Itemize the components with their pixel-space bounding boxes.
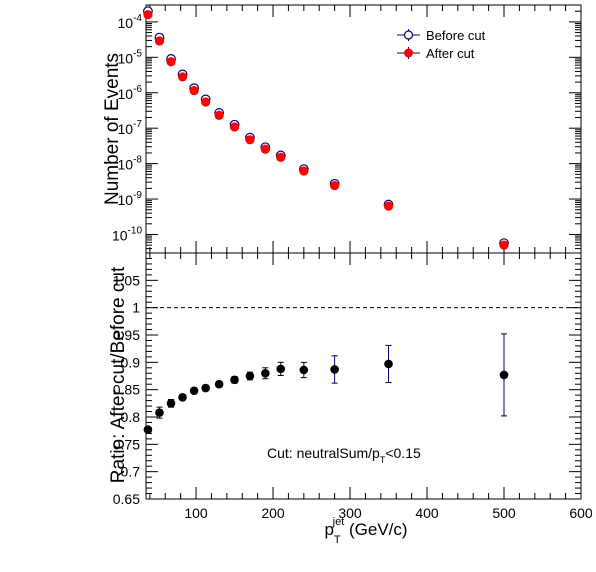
- ratio-marker: [155, 408, 164, 417]
- ratio-marker: [384, 359, 393, 369]
- y-tick-label: 0.85: [113, 382, 140, 398]
- bottom-series: [143, 333, 509, 434]
- ratio-marker: [178, 393, 187, 402]
- y-tick-label: 10-10: [112, 225, 142, 243]
- bottom-plot-frame: [145, 252, 582, 500]
- x-tick-label: 100: [184, 505, 208, 521]
- y-tick-label: 10-8: [118, 155, 143, 173]
- after-cut-marker: [260, 144, 270, 154]
- ratio-marker: [245, 371, 255, 381]
- x-tick-label: 500: [492, 505, 516, 521]
- y-tick-label: 0.95: [113, 327, 140, 343]
- after-cut-marker: [245, 135, 255, 145]
- after-cut-marker: [383, 201, 394, 211]
- y-tick-label: 0.7: [121, 464, 141, 480]
- top-panel: 10-4 10-5 10-6 10-7 10-8 10-9 10-10 Before cut…: [102, 4, 582, 254]
- x-tick-label: 300: [338, 505, 362, 521]
- x-tick-label: 600: [569, 505, 593, 521]
- ratio-marker: [330, 365, 339, 374]
- ratio-marker: [166, 399, 176, 408]
- cut-annotation: Cut: neutralSum/pT<0.15: [267, 445, 421, 465]
- ratio-marker: [299, 365, 309, 375]
- after-cut-marker: [499, 240, 509, 250]
- x-tick-label: 200: [261, 505, 285, 521]
- y-tick-label: 10-7: [118, 119, 143, 137]
- top-x-ticks: [149, 5, 582, 253]
- after-cut-marker: [143, 10, 153, 20]
- ratio-marker: [201, 383, 210, 393]
- legend-marker-filled-circle: [404, 48, 413, 58]
- after-cut-marker: [299, 166, 309, 176]
- top-plot-frame: [145, 4, 582, 254]
- after-cut-marker: [229, 122, 240, 132]
- y-tick-label: 1.05: [113, 272, 140, 288]
- legend-marker-open-circle: [403, 30, 414, 40]
- y-tick-label: 0.65: [113, 491, 140, 507]
- after-cut-marker: [189, 86, 199, 96]
- bottom-x-ticks: 100 200 300 400 500 600: [149, 253, 593, 521]
- y-tick-label: 0.9: [121, 354, 141, 370]
- after-cut-marker: [177, 72, 188, 82]
- ratio-marker: [499, 370, 509, 380]
- legend: Before cut After cut: [397, 28, 486, 61]
- y-tick-label: 1: [132, 300, 140, 316]
- ratio-marker: [214, 379, 224, 389]
- bottom-panel: 0.65 0.7 0.75 0.8 0.85 0.9 0.95 1 1.05 100 200 300…: [108, 252, 593, 546]
- bottom-y-axis-label: Ratio: After cut/Before cut: [108, 266, 129, 483]
- after-cut-marker: [276, 152, 286, 162]
- ratio-marker: [189, 386, 199, 396]
- ratio-marker: [261, 368, 270, 378]
- ratio-marker: [143, 425, 153, 434]
- legend-label-after-cut: After cut: [426, 46, 475, 61]
- y-tick-label: 10-9: [118, 190, 143, 208]
- y-tick-label: 0.8: [121, 409, 141, 425]
- after-cut-marker: [154, 36, 165, 46]
- bottom-y-ticks: 0.65 0.7 0.75 0.8 0.85 0.9 0.95 1 1.05: [113, 252, 581, 507]
- top-y-ticks: 10-4 10-5 10-6 10-7 10-8 10-9 10-10: [112, 10, 581, 254]
- legend-entry-before-cut: Before cut: [397, 28, 486, 43]
- y-tick-label: 10-6: [118, 84, 143, 102]
- y-tick-label: 10-4: [118, 13, 143, 31]
- after-cut-marker: [201, 97, 211, 107]
- y-tick-label: 10-5: [118, 48, 143, 66]
- top-y-axis-label: Number of Events: [102, 53, 123, 205]
- after-cut-marker: [166, 57, 176, 67]
- y-tick-label: 0.75: [113, 436, 140, 452]
- ratio-marker: [276, 364, 286, 374]
- ratio-marker: [230, 375, 239, 385]
- top-series: [143, 6, 509, 250]
- after-cut-marker: [330, 180, 340, 191]
- after-cut-marker: [214, 110, 224, 120]
- x-tick-label: 400: [415, 505, 439, 521]
- x-axis-label: pTjet (GeV/c): [324, 516, 407, 546]
- legend-entry-after-cut: After cut: [397, 46, 475, 61]
- legend-label-before-cut: Before cut: [426, 28, 486, 43]
